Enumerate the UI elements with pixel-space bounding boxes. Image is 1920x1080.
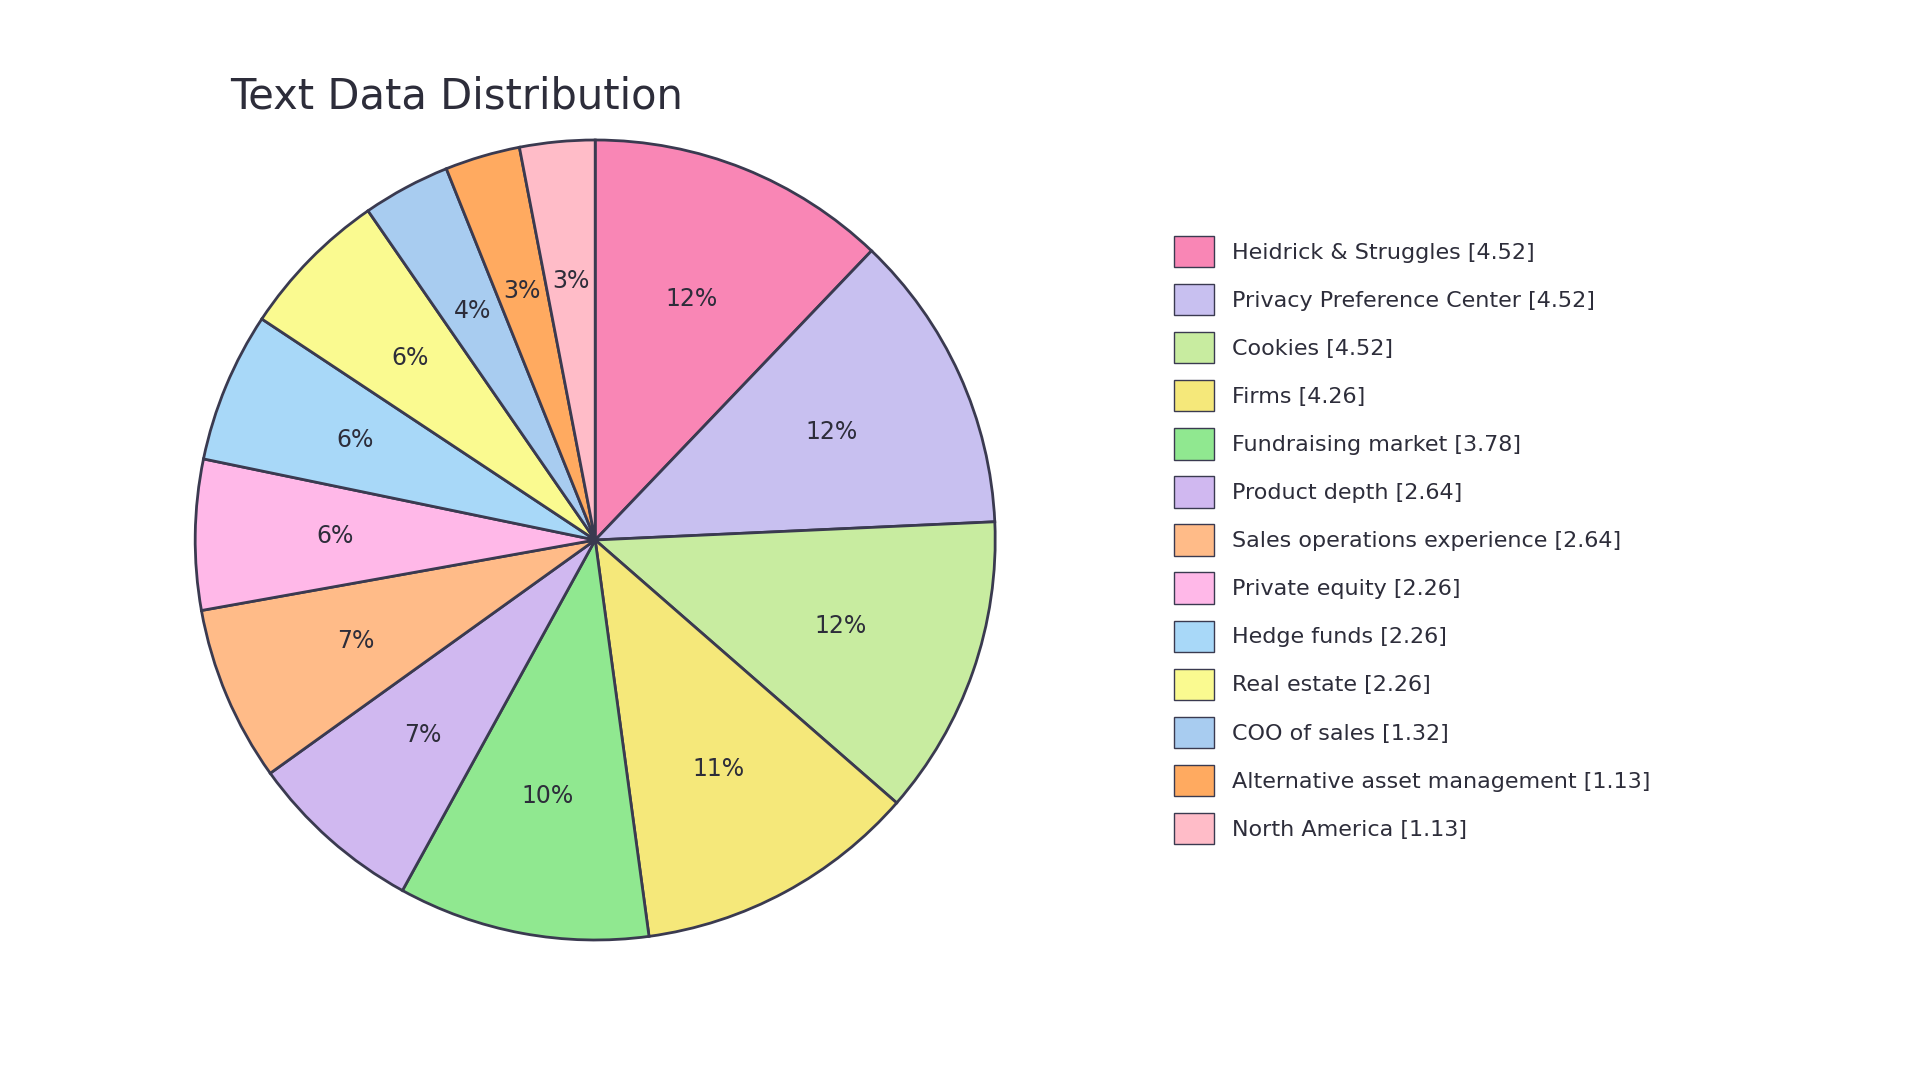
Text: 7%: 7% [338, 630, 374, 653]
Text: 4%: 4% [453, 299, 492, 323]
Text: 6%: 6% [336, 428, 374, 453]
Wedge shape [202, 540, 595, 773]
Wedge shape [204, 319, 595, 540]
Wedge shape [403, 540, 649, 940]
Wedge shape [196, 459, 595, 610]
Text: 6%: 6% [392, 346, 428, 369]
Wedge shape [595, 251, 995, 540]
Text: 6%: 6% [317, 525, 353, 549]
Text: 12%: 12% [666, 286, 718, 311]
Wedge shape [369, 168, 595, 540]
Wedge shape [261, 211, 595, 540]
Text: 12%: 12% [806, 420, 858, 444]
Text: 10%: 10% [522, 784, 574, 808]
Wedge shape [445, 147, 595, 540]
Text: Text Data Distribution: Text Data Distribution [230, 76, 684, 118]
Text: 11%: 11% [693, 757, 745, 781]
Text: 7%: 7% [403, 723, 442, 746]
Wedge shape [595, 140, 872, 540]
Wedge shape [520, 140, 595, 540]
Wedge shape [595, 522, 995, 802]
Wedge shape [271, 540, 595, 891]
Text: 12%: 12% [814, 613, 866, 637]
Wedge shape [595, 540, 897, 936]
Legend: Heidrick & Struggles [4.52], Privacy Preference Center [4.52], Cookies [4.52], F: Heidrick & Struggles [4.52], Privacy Pre… [1164, 225, 1661, 855]
Text: 3%: 3% [551, 269, 589, 293]
Text: 3%: 3% [503, 279, 541, 302]
